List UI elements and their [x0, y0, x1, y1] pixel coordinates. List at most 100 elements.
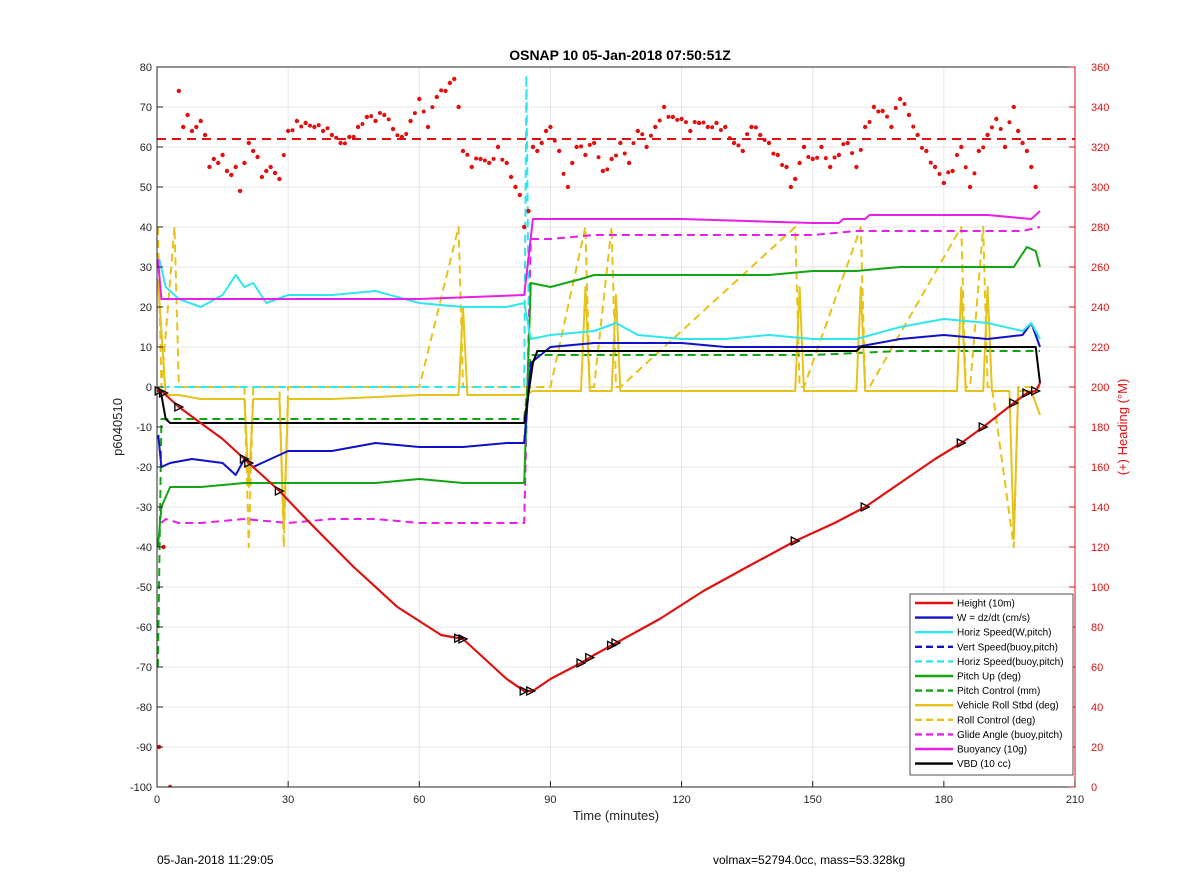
- heading-point: [495, 144, 501, 150]
- heading-point: [390, 126, 396, 132]
- heading-point: [718, 127, 723, 132]
- y-tick-label: 30: [140, 262, 152, 274]
- y-right-tick-label: 160: [1091, 462, 1109, 474]
- legend-label-vert-speed-buoy-pitch: Vert Speed(buoy,pitch): [957, 642, 1058, 653]
- footer-volmax-mass: volmax=52794.0cc, mass=53.328kg: [713, 853, 905, 867]
- legend-label-vbd-10-cc: VBD (10 cc): [957, 759, 1011, 770]
- heading-point: [823, 156, 828, 161]
- heading-point: [565, 184, 571, 190]
- dive-marker: [158, 387, 170, 399]
- heading-point: [845, 140, 850, 146]
- series-w-dz-dt-cm-s: [157, 322, 1041, 476]
- heading-point: [373, 118, 378, 124]
- heading-point: [277, 176, 282, 182]
- heading-point: [885, 114, 890, 119]
- legend-label-pitch-control-mm: Pitch Control (mm): [957, 686, 1040, 697]
- heading-point: [369, 114, 374, 119]
- footer-timestamp: 05-Jan-2018 11:29:05: [157, 853, 274, 867]
- heading-point: [242, 160, 247, 166]
- x-tick-label: 90: [544, 794, 556, 806]
- heading-point: [316, 123, 321, 128]
- y-right-tick-label: 340: [1091, 102, 1109, 114]
- heading-point: [661, 104, 667, 110]
- y-right-tick-label: 360: [1091, 62, 1109, 74]
- dive-marker: [1022, 387, 1033, 399]
- heading-point: [347, 134, 352, 140]
- heading-point: [771, 151, 776, 156]
- heading-point: [456, 104, 461, 110]
- legend: Height (10m) W = dz/dt (cm/s) Horiz Speed(…: [909, 593, 1074, 776]
- heading-point: [758, 132, 763, 138]
- heading-point: [395, 133, 400, 138]
- heading-point: [596, 155, 601, 160]
- series-horiz-speed-w-pitch: [158, 258, 1041, 340]
- heading-point: [666, 114, 671, 119]
- heading-point: [508, 174, 514, 180]
- heading-point: [579, 144, 584, 149]
- heading-point: [517, 192, 523, 198]
- y-tick-label: -70: [136, 662, 152, 674]
- heading-point: [675, 117, 680, 122]
- heading-point: [609, 156, 614, 162]
- heading-point: [250, 148, 256, 154]
- heading-point: [1024, 148, 1030, 154]
- heading-point: [237, 188, 243, 194]
- dive-marker: [611, 637, 622, 649]
- dive-marker: [956, 437, 967, 449]
- heading-point: [570, 160, 575, 166]
- y-tick-label: -10: [136, 422, 152, 434]
- heading-point: [902, 101, 907, 106]
- heading-point: [841, 142, 846, 147]
- y-tick-label: -20: [136, 462, 152, 474]
- heading-point: [692, 120, 697, 125]
- heading-point: [976, 148, 982, 154]
- x-tick-label: 150: [804, 794, 822, 806]
- heading-point: [211, 156, 217, 162]
- heading-point: [290, 128, 295, 133]
- dive-marker: [458, 633, 469, 645]
- dive-marker: [860, 501, 871, 513]
- series-roll-control-deg: [157, 226, 1040, 548]
- heading-point: [972, 171, 977, 176]
- y-right-tick-label: 200: [1091, 382, 1109, 394]
- heading-point: [644, 144, 649, 150]
- heading-point: [194, 124, 199, 130]
- dive-marker: [244, 457, 255, 469]
- heading-point: [941, 180, 947, 186]
- heading-point: [600, 168, 606, 174]
- heading-point: [946, 170, 951, 175]
- heading-point: [281, 153, 286, 158]
- right-axis: 0 20 40 60 80 100 120 140 160 180 200 220 240 260 280 3…: [1069, 62, 1109, 794]
- heading-point: [963, 165, 968, 170]
- heading-point: [474, 156, 479, 161]
- heading-point: [788, 184, 794, 190]
- heading-point: [504, 160, 509, 166]
- heading-point: [1007, 120, 1012, 125]
- legend-label-buoyancy-10g: Buoyancy (10g): [957, 745, 1027, 756]
- heading-point: [810, 156, 815, 162]
- x-tick-label: 60: [413, 794, 425, 806]
- heading-point: [548, 124, 553, 130]
- heading-point: [648, 133, 653, 138]
- heading-point: [189, 128, 195, 134]
- heading-point: [482, 158, 487, 163]
- heading-point: [229, 172, 234, 178]
- heading-point: [478, 156, 483, 162]
- heading-point: [981, 145, 986, 150]
- heading-point: [710, 125, 715, 130]
- heading-point: [526, 208, 531, 214]
- heading-point: [793, 176, 798, 182]
- heading-point: [670, 114, 676, 120]
- series-vehicle-roll-stbd-deg: [157, 278, 1041, 540]
- y-tick-label: -50: [136, 582, 152, 594]
- heading-point: [780, 163, 785, 168]
- heading-point: [749, 124, 754, 130]
- x-tick-label: 0: [154, 794, 160, 806]
- heading-point: [985, 132, 990, 138]
- y-tick-label: 80: [140, 62, 152, 74]
- heading-point: [220, 152, 225, 158]
- heading-point: [465, 152, 470, 157]
- heading-point: [382, 112, 387, 118]
- x-tick-label: 30: [282, 794, 294, 806]
